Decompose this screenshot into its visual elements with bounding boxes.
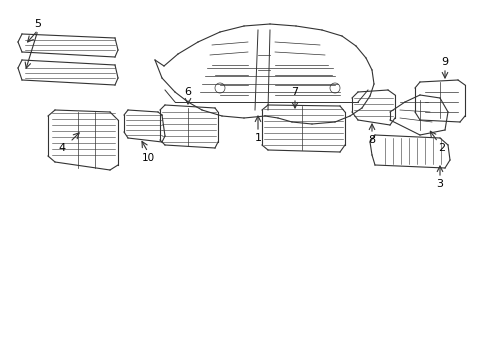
Text: 4: 4 xyxy=(59,143,65,153)
Text: 3: 3 xyxy=(436,179,443,189)
Text: 2: 2 xyxy=(438,143,445,153)
Text: 9: 9 xyxy=(441,57,447,67)
Text: 7: 7 xyxy=(291,87,298,97)
Text: 6: 6 xyxy=(184,87,191,97)
Text: 8: 8 xyxy=(367,135,375,145)
Text: 10: 10 xyxy=(141,153,154,163)
Text: 5: 5 xyxy=(35,19,41,29)
Text: 1: 1 xyxy=(254,133,261,143)
